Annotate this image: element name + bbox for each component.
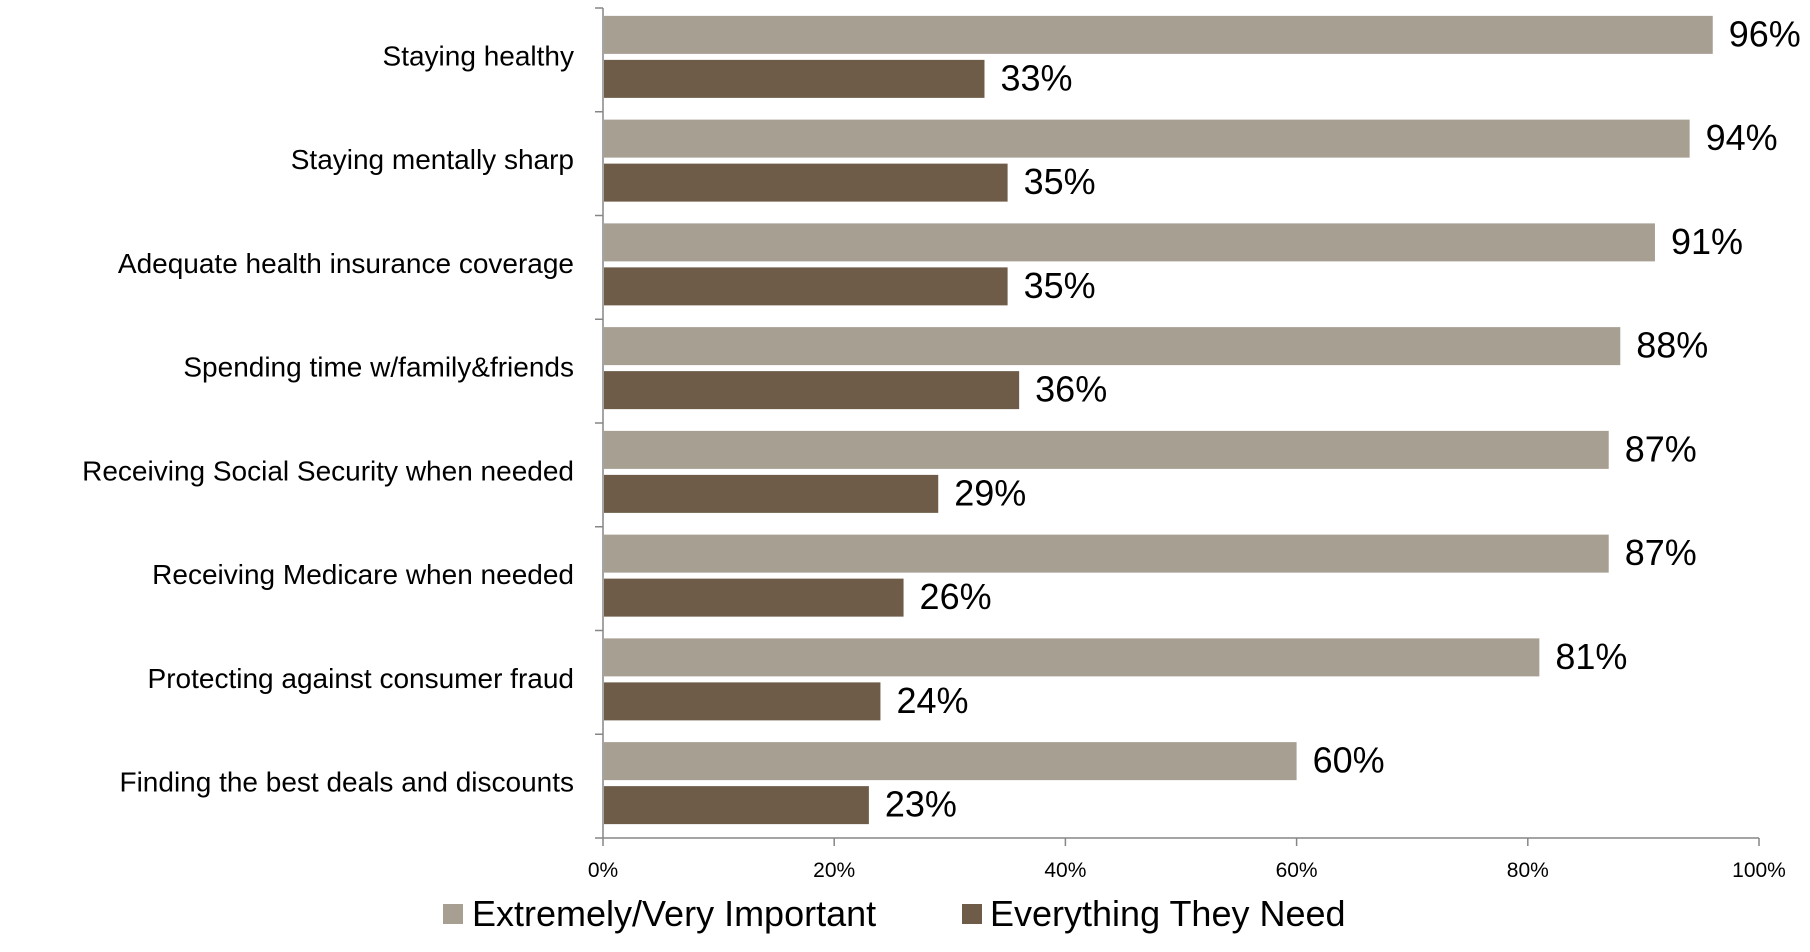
bar bbox=[604, 638, 1540, 677]
category-label: Receiving Medicare when needed bbox=[152, 559, 574, 590]
x-tick-label: 100% bbox=[1732, 859, 1786, 882]
bar bbox=[604, 223, 1655, 262]
bar bbox=[604, 578, 904, 617]
data-label: 35% bbox=[1024, 161, 1096, 202]
axes: 0% 20% 40% 60% 80% 100% bbox=[588, 7, 1786, 882]
bar bbox=[604, 474, 939, 513]
x-tick-label: 60% bbox=[1276, 859, 1318, 882]
category-label: Receiving Social Security when needed bbox=[82, 455, 574, 486]
labels: Staying healthy 96% 33% Staying mentally sh… bbox=[82, 13, 1801, 824]
data-label: 29% bbox=[954, 472, 1026, 513]
data-label: 94% bbox=[1706, 117, 1778, 158]
legend: Extremely/Very Important Everything They … bbox=[443, 893, 1346, 934]
x-tick-label: 80% bbox=[1507, 859, 1549, 882]
legend-label: Extremely/Very Important bbox=[472, 893, 876, 934]
x-tick-label: 20% bbox=[813, 859, 855, 882]
x-tick-label: 40% bbox=[1044, 859, 1086, 882]
data-label: 23% bbox=[885, 784, 957, 825]
data-label: 26% bbox=[920, 576, 992, 617]
data-label: 24% bbox=[896, 680, 968, 721]
legend-label: Everything They Need bbox=[990, 893, 1346, 934]
data-label: 36% bbox=[1035, 369, 1107, 410]
bar bbox=[604, 163, 1008, 202]
category-label: Protecting against consumer fraud bbox=[148, 663, 574, 694]
data-label: 87% bbox=[1625, 532, 1697, 573]
category-label: Finding the best deals and discounts bbox=[119, 767, 574, 798]
bar bbox=[604, 327, 1621, 366]
category-label: Staying healthy bbox=[383, 40, 574, 71]
data-label: 96% bbox=[1729, 13, 1801, 54]
data-label: 91% bbox=[1671, 221, 1743, 262]
category-label: Adequate health insurance coverage bbox=[118, 248, 574, 279]
bar bbox=[604, 119, 1690, 158]
bar bbox=[604, 267, 1008, 306]
bar bbox=[604, 742, 1297, 781]
legend-swatch bbox=[443, 904, 463, 924]
bar bbox=[604, 59, 985, 98]
bar bbox=[604, 534, 1609, 573]
category-label: Spending time w/family&friends bbox=[183, 352, 574, 383]
data-label: 87% bbox=[1625, 428, 1697, 469]
data-label: 81% bbox=[1555, 636, 1627, 677]
data-label: 60% bbox=[1313, 740, 1385, 781]
bar bbox=[604, 786, 869, 825]
data-label: 35% bbox=[1024, 265, 1096, 306]
bar bbox=[604, 430, 1609, 469]
data-label: 88% bbox=[1636, 325, 1708, 366]
bar bbox=[604, 15, 1713, 54]
legend-swatch bbox=[962, 904, 982, 924]
category-label: Staying mentally sharp bbox=[291, 144, 574, 175]
x-tick-label: 0% bbox=[588, 859, 618, 882]
bar bbox=[604, 371, 1020, 410]
data-label: 33% bbox=[1000, 57, 1072, 98]
bars bbox=[604, 15, 1713, 825]
bar bbox=[604, 682, 881, 721]
